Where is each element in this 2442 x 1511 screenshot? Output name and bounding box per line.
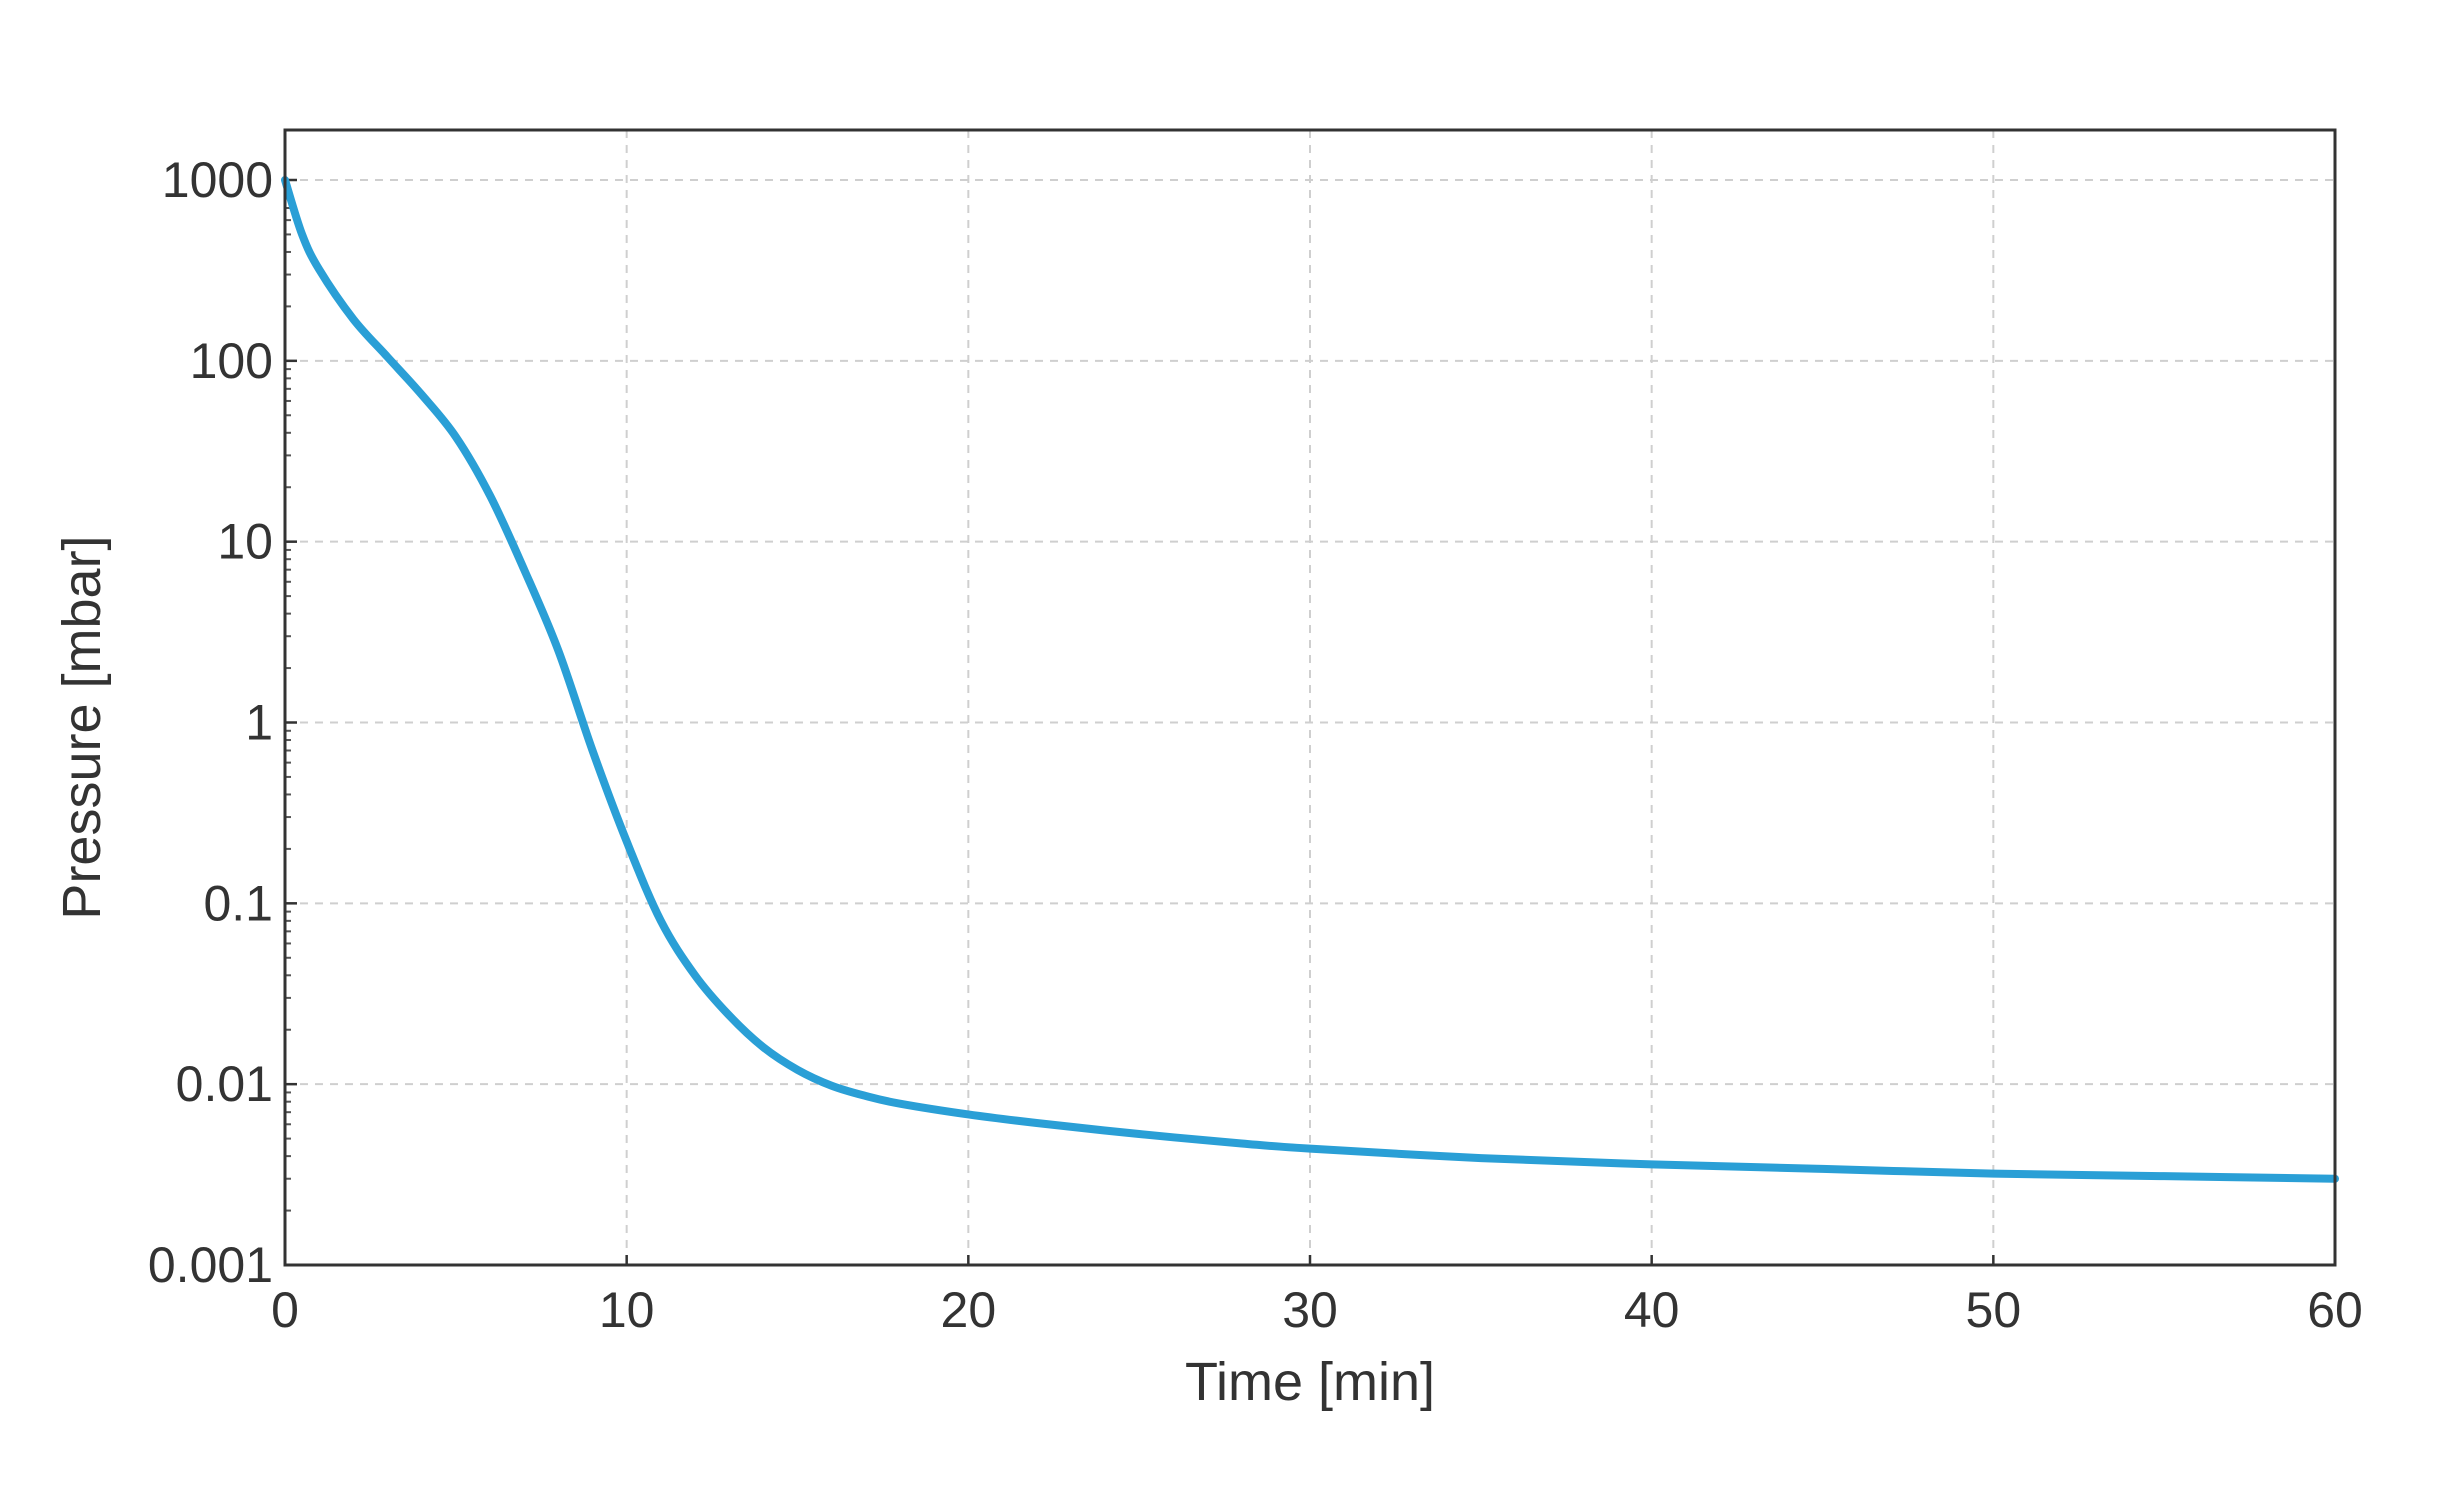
- y-tick-label: 100: [190, 333, 273, 389]
- x-tick-labels: 0 10 20 30 40 50 60: [271, 1282, 2363, 1338]
- pressure-series-line: [281, 176, 2339, 1183]
- x-tick-label: 60: [2307, 1282, 2363, 1338]
- y-tick-label: 1000: [162, 152, 273, 208]
- x-axis-title: Time [min]: [1185, 1352, 1435, 1412]
- grid-lines: [285, 130, 2335, 1265]
- y-tick-label: 0.01: [176, 1056, 273, 1112]
- y-tick-label: 1: [245, 695, 273, 751]
- series-group: [281, 176, 2339, 1183]
- plot-frame: [283, 128, 2337, 1267]
- y-tick-label: 10: [217, 514, 273, 570]
- x-tick-label: 30: [1282, 1282, 1338, 1338]
- x-tick-label: 10: [599, 1282, 655, 1338]
- y-tick-labels: 0.001 0.01 0.1 1 10 100 1000: [148, 152, 273, 1293]
- x-tick-label: 40: [1624, 1282, 1680, 1338]
- x-tick-label: 20: [941, 1282, 997, 1338]
- y-tick-label: 0.1: [203, 875, 273, 931]
- y-tick-label: 0.001: [148, 1237, 273, 1293]
- y-axis-title: Pressure [mbar]: [52, 535, 112, 919]
- x-tick-label: 50: [1966, 1282, 2022, 1338]
- x-tick-label: 0: [271, 1282, 299, 1338]
